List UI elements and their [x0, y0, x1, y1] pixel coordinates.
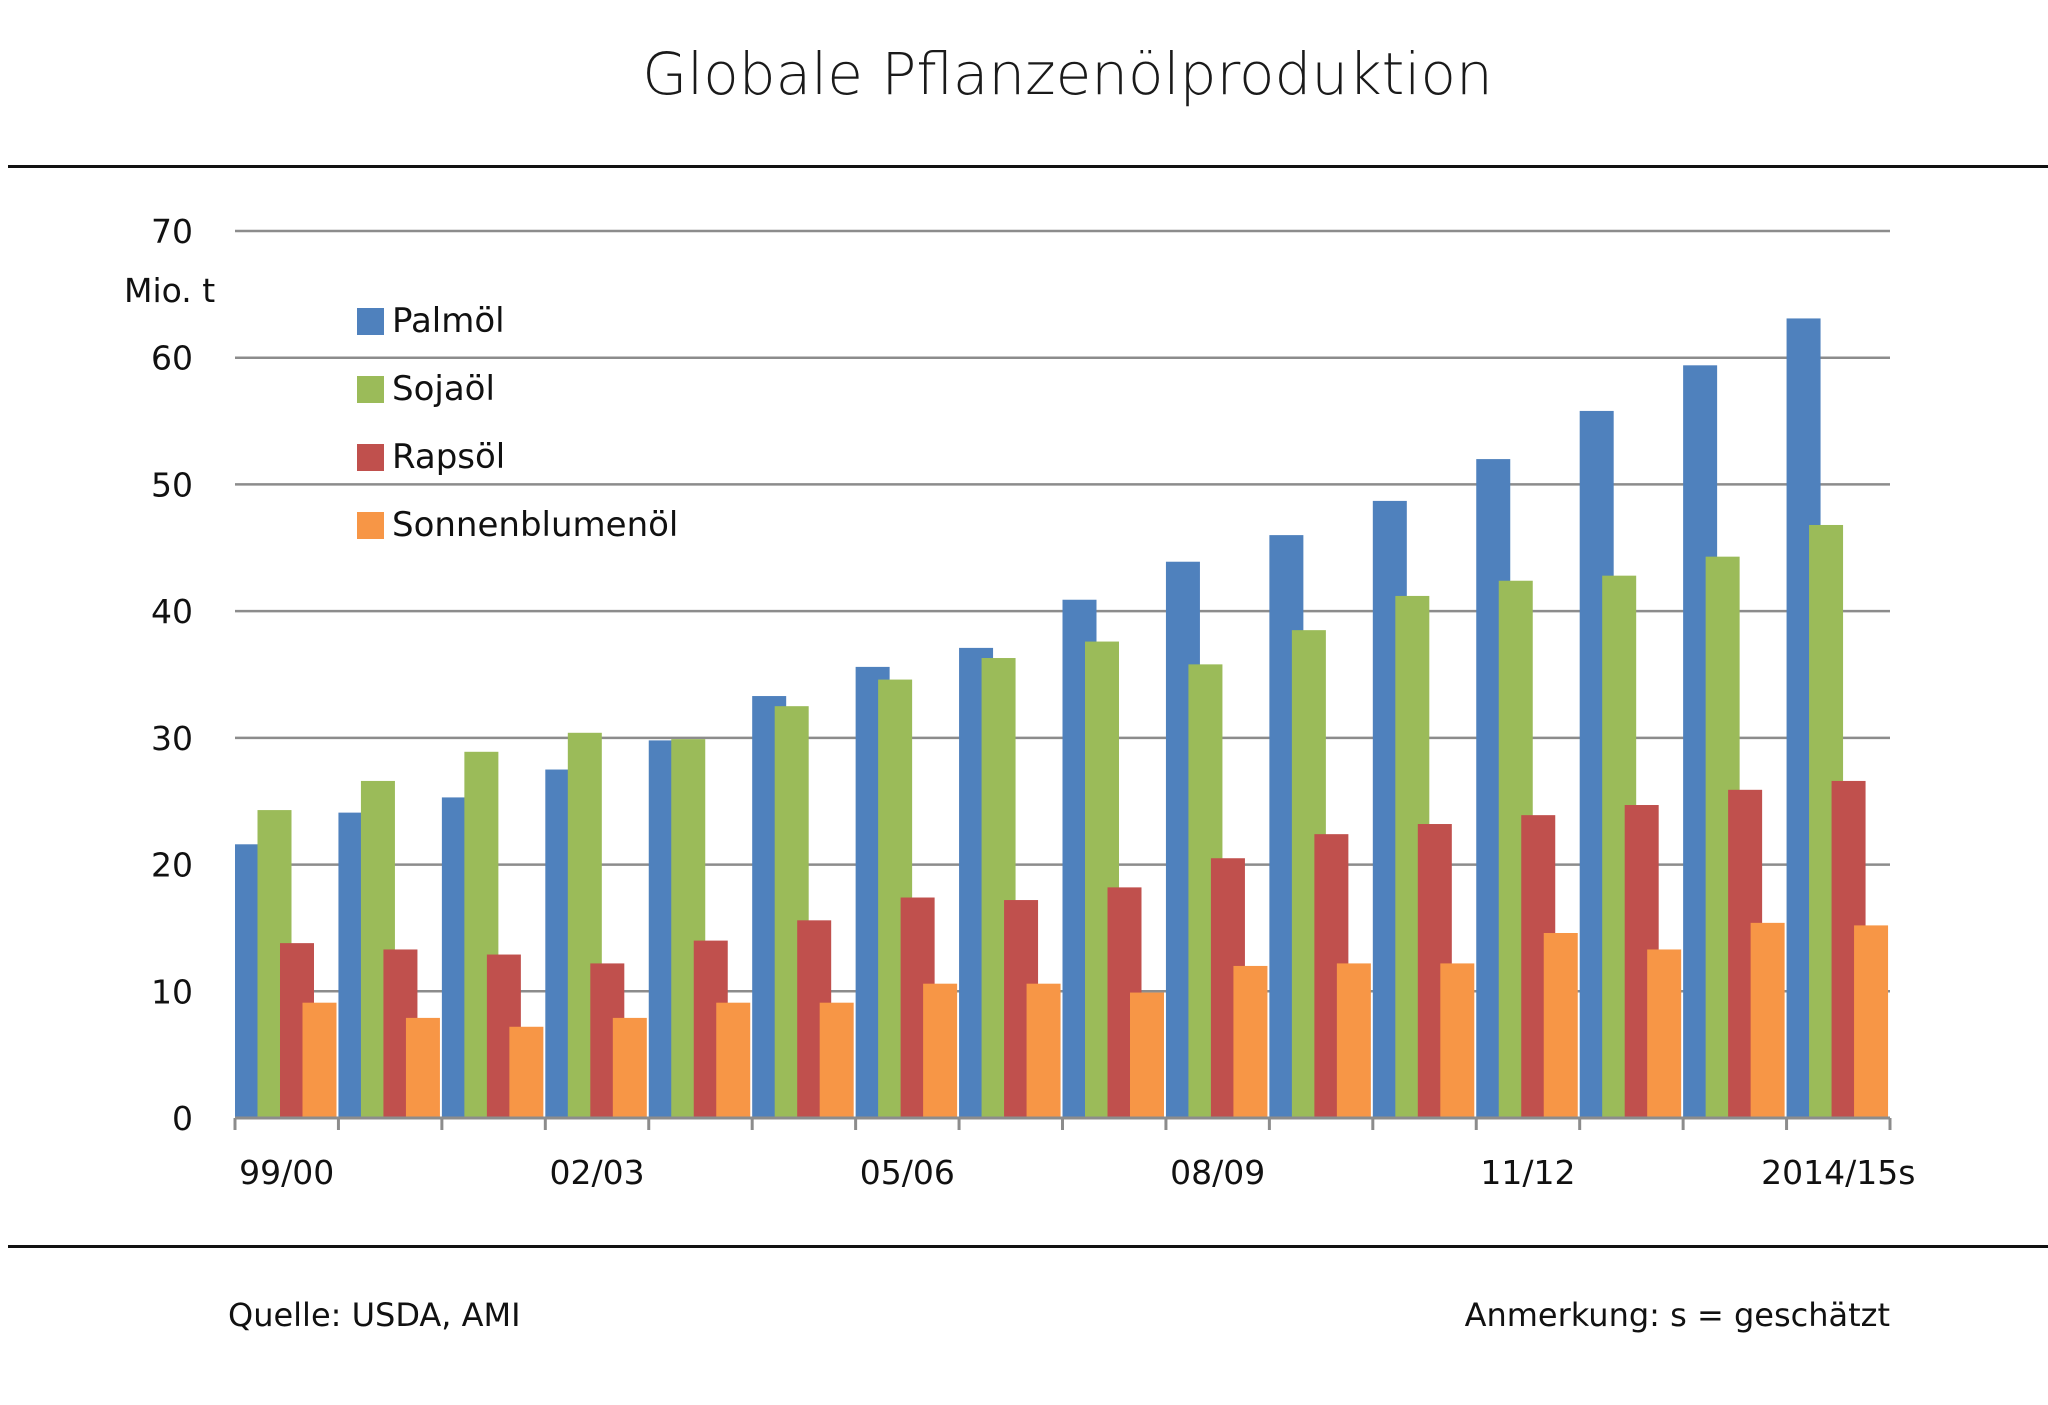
legend-label: Palmöl: [392, 301, 505, 341]
chart-title: Globale Pflanzenölproduktion: [642, 40, 1493, 108]
bar-sonnenblumenöl-3: [612, 1017, 647, 1118]
top-divider: [8, 165, 2048, 168]
x-tick-label: 99/00: [239, 1153, 334, 1192]
y-tick-label: 20: [151, 846, 193, 885]
legend-label: Sonnenblumenöl: [392, 505, 678, 545]
y-tick-label: 0: [172, 1099, 193, 1138]
bottom-divider: [8, 1245, 2048, 1248]
source-note: Quelle: USDA, AMI: [228, 1296, 521, 1334]
legend-swatch-2: [357, 444, 384, 471]
x-tick-label: 02/03: [549, 1153, 644, 1192]
y-tick-label: 30: [151, 719, 193, 758]
x-tick-label: 11/12: [1480, 1153, 1575, 1192]
bar-sonnenblumenöl-10: [1336, 963, 1371, 1118]
legend-label: Rapsöl: [392, 437, 505, 477]
bar-sonnenblumenöl-8: [1130, 992, 1164, 1118]
legend-swatch-0: [357, 308, 384, 335]
y-tick-label: 10: [151, 972, 193, 1011]
bar-sonnenblumenöl-14: [1750, 922, 1785, 1118]
bar-sonnenblumenöl-7: [1026, 983, 1061, 1118]
bar-sonnenblumenöl-11: [1440, 963, 1475, 1118]
x-tick-label: 08/09: [1170, 1153, 1265, 1192]
x-tick-label: 05/06: [860, 1153, 955, 1192]
bar-sonnenblumenöl-13: [1647, 949, 1682, 1118]
y-tick-label: 70: [151, 212, 193, 251]
legend-swatch-3: [357, 512, 384, 539]
y-axis-label: Mio. t: [124, 271, 215, 310]
legend-swatch-1: [357, 376, 384, 403]
bar-sonnenblumenöl-5: [819, 1002, 854, 1118]
y-tick-label: 40: [151, 592, 193, 631]
bar-sonnenblumenöl-1: [405, 1017, 440, 1118]
bar-sonnenblumenöl-2: [509, 1026, 544, 1118]
x-tick-label: 2014/15s: [1761, 1153, 1915, 1192]
bar-sonnenblumenöl-4: [716, 1002, 751, 1118]
bar-sonnenblumenöl-6: [923, 983, 958, 1118]
bar-sonnenblumenöl-12: [1543, 932, 1578, 1118]
legend-label: Sojaöl: [392, 369, 495, 409]
estimate-note: Anmerkung: s = geschätzt: [1464, 1296, 1890, 1334]
bar-sonnenblumenöl-0: [302, 1002, 337, 1118]
bar-sonnenblumenöl-9: [1233, 965, 1268, 1118]
y-tick-label: 50: [151, 465, 193, 504]
y-tick-label: 60: [151, 339, 193, 378]
bar-sonnenblumenöl-15: [1854, 925, 1889, 1118]
